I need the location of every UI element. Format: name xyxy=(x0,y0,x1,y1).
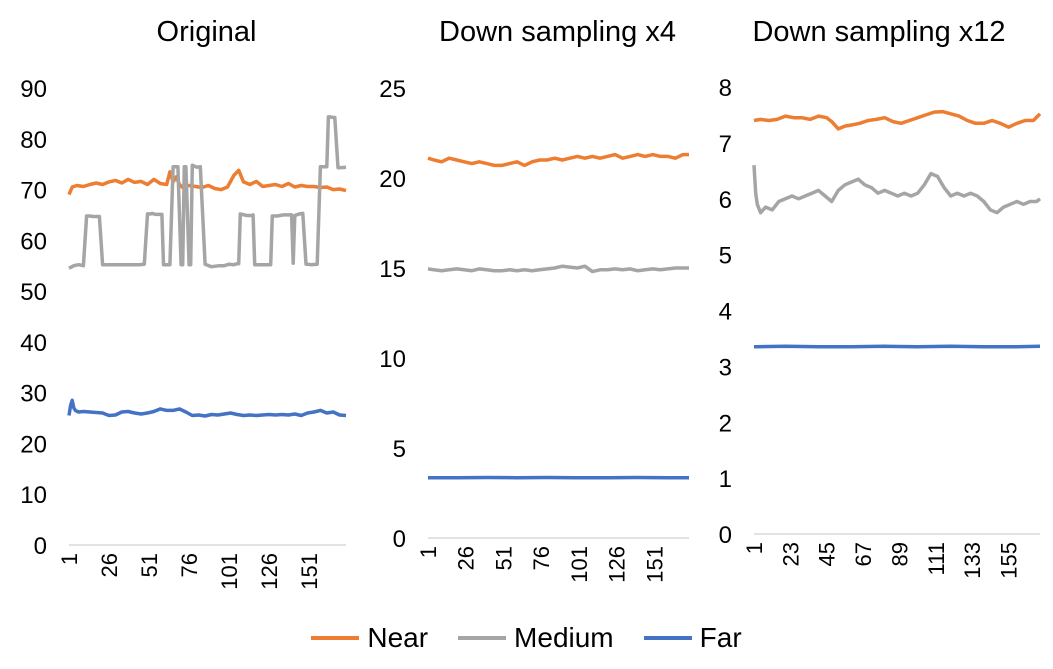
series-line-far xyxy=(753,344,1041,349)
series-line-near xyxy=(67,168,347,196)
y-tick-label: 20 xyxy=(379,166,406,193)
legend-swatch xyxy=(458,636,507,640)
series-line-near xyxy=(753,109,1042,131)
x-tick-label: 1 xyxy=(416,546,441,558)
y-tick-label: 60 xyxy=(20,228,47,255)
chart-title: Down sampling x12 xyxy=(752,16,1006,48)
x-tick-label: 126 xyxy=(605,546,630,583)
x-tick-label: 1 xyxy=(742,542,767,554)
x-tick-label: 51 xyxy=(137,553,162,577)
y-tick-label: 15 xyxy=(379,256,406,283)
legend-swatch xyxy=(311,636,360,640)
x-tick-label: 101 xyxy=(217,553,242,590)
x-tick-label: 76 xyxy=(177,553,202,577)
y-tick-label: 10 xyxy=(20,482,47,509)
x-tick-label: 133 xyxy=(960,542,985,579)
x-tick-label: 26 xyxy=(454,546,479,570)
chart-title: Original xyxy=(156,16,257,48)
x-tick-label: 26 xyxy=(97,553,122,577)
y-tick-label: 6 xyxy=(719,187,732,214)
x-tick-label: 151 xyxy=(297,553,322,590)
legend-swatch xyxy=(643,636,692,640)
chart-legend: Near Medium Far xyxy=(0,618,1053,658)
chart-down-sampling-x4: Down sampling x4 0 5 10 15 20 25 1 26 51 76 101 126… xyxy=(355,0,700,610)
legend-label: Far xyxy=(699,622,742,653)
x-tick-label: 151 xyxy=(642,546,667,583)
x-tick-label: 126 xyxy=(257,553,282,590)
y-tick-label: 5 xyxy=(719,243,732,270)
chart-title: Down sampling x4 xyxy=(439,16,676,48)
legend-item-far: Far xyxy=(643,622,742,654)
y-tick-label: 4 xyxy=(719,299,732,326)
x-tick-label: 111 xyxy=(924,542,949,575)
legend-label: Near xyxy=(367,622,429,653)
y-tick-label: 10 xyxy=(379,346,406,373)
y-tick-label: 1 xyxy=(719,466,732,493)
chart-original: Original 0 10 20 30 40 50 60 70 80 90 1 26 51 76 101 12… xyxy=(0,0,350,610)
legend-item-near: Near xyxy=(311,622,428,654)
y-tick-label: 8 xyxy=(719,75,732,102)
x-tick-label: 1 xyxy=(57,553,82,565)
legend-label: Medium xyxy=(514,622,614,653)
y-tick-label: 40 xyxy=(20,330,47,357)
chart-down-sampling-x12: Down sampling x12 0 1 2 3 4 5 6 7 8 1 23 45 67 89 111 1… xyxy=(710,0,1053,610)
series-line-far xyxy=(67,398,347,418)
series-line-medium xyxy=(427,264,689,274)
series-line-near xyxy=(427,152,689,168)
y-tick-label: 80 xyxy=(20,127,47,154)
y-tick-label: 0 xyxy=(34,533,47,560)
y-tick-label: 0 xyxy=(719,522,732,549)
x-tick-label: 51 xyxy=(491,546,516,570)
x-tick-label: 67 xyxy=(851,542,876,566)
x-tick-label: 101 xyxy=(567,546,592,583)
y-tick-label: 25 xyxy=(379,76,406,103)
series-line-medium xyxy=(68,115,347,270)
y-tick-label: 0 xyxy=(393,526,406,553)
legend-item-medium: Medium xyxy=(458,622,614,654)
series-line-medium xyxy=(752,165,1042,215)
y-tick-label: 20 xyxy=(20,431,47,458)
x-tick-label: 89 xyxy=(887,542,912,566)
y-tick-label: 50 xyxy=(20,279,47,306)
x-tick-label: 155 xyxy=(997,542,1022,579)
y-tick-label: 5 xyxy=(393,436,406,463)
x-tick-label: 76 xyxy=(529,546,554,570)
y-tick-label: 90 xyxy=(20,76,47,103)
y-tick-label: 3 xyxy=(719,354,732,381)
y-tick-label: 2 xyxy=(719,410,732,437)
y-tick-label: 30 xyxy=(20,381,47,408)
x-tick-label: 45 xyxy=(815,542,840,566)
y-tick-label: 70 xyxy=(20,178,47,205)
x-tick-label: 23 xyxy=(778,542,803,566)
y-tick-label: 7 xyxy=(719,131,732,158)
